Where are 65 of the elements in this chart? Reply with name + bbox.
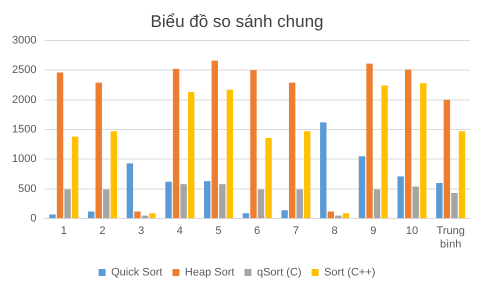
x-tick-label: 3 <box>138 225 144 238</box>
chart-title: Biểu đồ so sánh chung <box>150 12 324 31</box>
bar <box>172 68 180 218</box>
bar <box>451 193 458 218</box>
bar <box>56 72 64 218</box>
x-tick-label: 7 <box>292 225 299 238</box>
bar <box>281 210 288 218</box>
x-tick-label: Trung bình <box>436 225 465 250</box>
legend-label: Quick Sort <box>111 266 162 279</box>
x-tick-label: 2 <box>99 225 106 238</box>
x-tick-label: 8 <box>332 225 338 238</box>
x-tick-label: 1 <box>60 225 67 238</box>
bar <box>444 100 450 218</box>
bar <box>404 70 412 218</box>
legend-label: Sort (C++) <box>324 266 376 279</box>
bar <box>212 60 218 218</box>
bar <box>335 216 342 218</box>
bar <box>342 213 350 218</box>
bar <box>436 182 443 218</box>
bar <box>288 82 296 218</box>
y-tick-label: 1000 <box>12 153 36 166</box>
x-tick-label: 6 <box>254 225 260 238</box>
legend-label: qSort (C) <box>256 266 302 279</box>
bar <box>358 156 366 218</box>
y-tick-label: 2000 <box>12 94 36 106</box>
bar <box>397 176 404 218</box>
bar <box>374 189 380 218</box>
bar <box>420 83 426 218</box>
bar <box>126 163 134 218</box>
bar <box>134 211 141 218</box>
bar <box>165 182 172 218</box>
bar <box>103 189 110 218</box>
bar <box>242 213 250 218</box>
bar <box>296 189 303 218</box>
bar <box>320 122 326 218</box>
bar <box>96 82 102 218</box>
bar <box>110 131 118 218</box>
bar <box>381 86 388 218</box>
bar <box>366 64 373 218</box>
y-tick-label: 500 <box>18 182 36 195</box>
bar <box>328 211 334 218</box>
y-tick-label: 1500 <box>12 124 36 136</box>
x-tick-label: 5 <box>215 225 222 238</box>
bar <box>219 184 226 218</box>
x-tick-label: 9 <box>370 225 376 238</box>
bar <box>180 184 187 218</box>
y-tick-label: 0 <box>30 212 36 225</box>
y-tick-label: 2500 <box>12 64 36 76</box>
bar <box>88 211 94 218</box>
bar <box>258 189 264 218</box>
bar <box>304 131 310 218</box>
bar <box>458 131 466 218</box>
bar <box>226 90 234 218</box>
x-tick-label: 10 <box>406 225 418 238</box>
bar <box>188 92 194 218</box>
bar <box>250 70 257 218</box>
x-tick-label: 4 <box>176 225 183 238</box>
bar <box>72 136 78 218</box>
bar <box>142 216 148 218</box>
legend-label: Heap Sort <box>184 266 234 279</box>
bar <box>265 138 272 218</box>
bar <box>204 181 210 218</box>
bar <box>412 186 419 218</box>
bar <box>64 189 71 218</box>
y-tick-label: 3000 <box>12 34 36 46</box>
